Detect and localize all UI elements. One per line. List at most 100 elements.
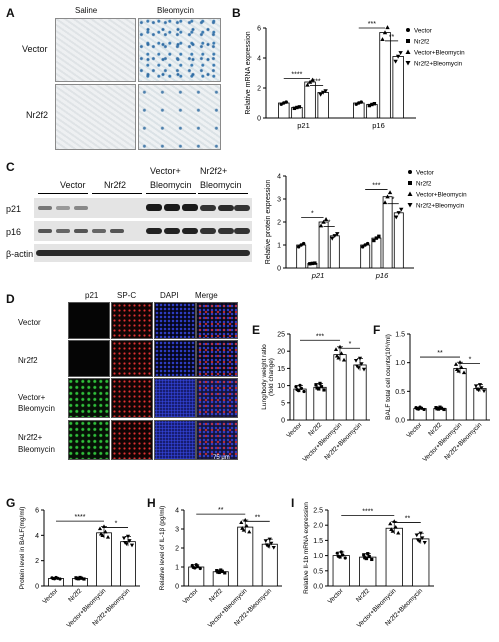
fluor-vector-p21 xyxy=(68,302,110,339)
panel-d-label: D xyxy=(6,292,15,306)
data-point xyxy=(267,537,272,542)
data-point xyxy=(269,541,274,546)
y-tick-label: 0.0 xyxy=(313,584,323,591)
data-point xyxy=(398,51,403,56)
y-tick-label: 6 xyxy=(257,26,261,33)
data-point xyxy=(361,367,367,372)
panel-g-label: G xyxy=(6,496,16,510)
data-point xyxy=(240,526,245,530)
band xyxy=(182,204,198,211)
data-point xyxy=(385,194,390,199)
bar xyxy=(296,244,307,269)
wb-underline-nr2f2 xyxy=(92,193,142,194)
y-tick-label: 0 xyxy=(281,418,285,425)
band xyxy=(56,229,70,233)
significance-label: * xyxy=(392,197,395,204)
data-point xyxy=(360,245,365,249)
data-point xyxy=(357,356,363,361)
y-tick-label: 2.0 xyxy=(313,523,323,530)
bar xyxy=(353,364,367,421)
fluor-nb-spc xyxy=(111,420,153,460)
data-point xyxy=(310,261,315,266)
scale-bar xyxy=(218,462,232,463)
data-point xyxy=(318,223,324,228)
y-tick-label: 1.0 xyxy=(313,553,323,560)
row-nr2f2-label: Nr2f2 xyxy=(26,110,49,120)
data-point xyxy=(243,517,248,522)
y-tick-label: 25 xyxy=(277,332,285,339)
data-point xyxy=(244,523,249,528)
data-point xyxy=(105,534,111,539)
data-point xyxy=(323,89,328,94)
band xyxy=(234,205,250,211)
panel-a-label: A xyxy=(6,6,15,20)
y-tick-label: 0 xyxy=(35,584,39,591)
data-point xyxy=(374,236,379,240)
data-point xyxy=(370,557,374,562)
band xyxy=(218,228,234,234)
data-point xyxy=(418,405,422,409)
y-tick-label: 0.5 xyxy=(313,568,323,575)
data-point xyxy=(264,543,269,548)
y-tick-label: 2 xyxy=(277,220,281,227)
wb-row-p21: p21 xyxy=(6,204,22,214)
data-point xyxy=(284,100,288,104)
histology-bleomycin-vector xyxy=(138,18,221,82)
significance-label: * xyxy=(469,356,472,363)
data-point xyxy=(382,30,388,35)
data-point xyxy=(459,365,464,369)
data-point xyxy=(216,570,220,574)
data-point xyxy=(396,211,401,215)
data-point xyxy=(407,203,413,208)
significance-label: * xyxy=(311,210,314,217)
data-point xyxy=(301,241,306,246)
significance-label: ** xyxy=(437,350,443,357)
y-tick-label: 4 xyxy=(257,56,261,63)
fluor-nr2f2-dapi xyxy=(154,340,196,377)
row-vector-label: Vector xyxy=(22,44,48,54)
data-point xyxy=(122,540,128,545)
fl-row-nr2f2: Nr2f2 xyxy=(18,356,38,365)
legend-label: Nr2f2+Bleomycin xyxy=(416,203,465,210)
data-point xyxy=(418,531,423,536)
data-point xyxy=(461,370,467,375)
data-point xyxy=(307,79,313,84)
y-tick-label: 4 xyxy=(175,508,179,515)
data-point xyxy=(58,577,62,581)
data-point xyxy=(420,536,425,541)
y-tick-label: 1.5 xyxy=(313,538,323,545)
data-point xyxy=(321,219,326,224)
data-point xyxy=(292,106,297,111)
data-point xyxy=(335,551,339,555)
bar xyxy=(329,235,340,269)
band xyxy=(182,228,198,234)
data-point xyxy=(399,207,404,212)
data-point xyxy=(247,529,252,534)
data-point xyxy=(362,553,366,557)
data-point xyxy=(367,103,372,108)
y-axis-label: (fold change) xyxy=(268,358,275,396)
wb-strip-p21 xyxy=(34,198,252,218)
data-point xyxy=(333,347,339,352)
legend-label: Vector+Bleomycin xyxy=(414,50,465,57)
x-tick-label: Nr2f2 xyxy=(67,587,83,603)
y-tick-label: 2 xyxy=(35,558,39,565)
bar xyxy=(333,354,347,421)
band xyxy=(146,228,162,234)
data-point xyxy=(295,105,299,110)
wb-strip-actin xyxy=(34,244,252,262)
y-tick-label: 4 xyxy=(277,174,281,181)
data-point xyxy=(363,243,367,247)
data-point xyxy=(101,524,107,529)
y-axis-label: Relative mRNA expression xyxy=(245,31,252,114)
y-tick-label: 6 xyxy=(35,508,39,515)
data-point xyxy=(297,105,302,109)
band xyxy=(110,229,124,233)
data-point xyxy=(393,524,398,529)
y-axis-label: Relative Il-1b mRNA expression xyxy=(303,502,310,594)
bar xyxy=(385,527,403,587)
fl-col-merge: Merge xyxy=(195,291,218,300)
data-point xyxy=(121,536,127,541)
y-tick-label: 15 xyxy=(277,366,285,373)
data-point xyxy=(372,238,376,243)
